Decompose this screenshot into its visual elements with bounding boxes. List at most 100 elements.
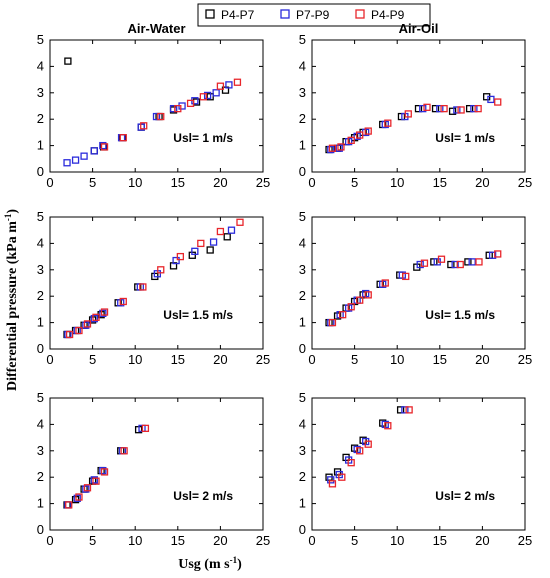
x-tick-label: 25 [256,533,270,548]
usl-annotation: Usl= 1.5 m/s [425,308,495,322]
point-p7-p9 [468,258,476,266]
point-p7-p9 [82,485,90,493]
y-tick-label: 3 [37,85,44,100]
usl-annotation: Usl= 2 m/s [173,489,233,503]
point-p4-p9 [456,260,464,269]
point-p4-p9 [157,266,165,274]
point-p7-p9 [401,406,409,414]
point-p7-p9 [99,466,107,475]
point-p7-p9 [63,159,71,167]
point-p4-p9 [83,484,92,492]
point-p7-p9 [453,106,461,114]
legend-marker-p4-p9 [355,9,365,19]
x-tick-label: 20 [213,175,227,190]
panel-air-oil-usl-1: 0 5 10 15 20 25 0 1 2 3 4 5 Air-Oil Usl= 1 m/s [299,21,532,190]
legend: P4-P7 P7-P9 P4-P9 [197,3,431,27]
panel-air-water-usl-1: 0 5 10 15 20 25 0 1 2 3 4 5 Air-Water Usl= 1 m/s [37,21,270,190]
point-p4-p9 [356,447,364,455]
x-axis-title: Usg (m s-1) [178,555,242,572]
y-tick-label: 2 [37,288,44,303]
point-p4-p9 [440,104,448,113]
point-p4-p9 [139,283,147,291]
legend-marker-p7-p9 [280,9,290,19]
point-p7-p9 [225,81,233,89]
plot-area [49,397,264,531]
plot-area [311,397,526,531]
point-p4-p9 [328,144,337,152]
x-tick-label: 0 [46,352,53,367]
point-p4-p9 [176,252,185,261]
point-p4-p9 [347,136,355,144]
point-p4-p9 [328,480,337,488]
panel-air-oil-usl-2: 0 5 10 15 20 25 0 1 2 3 4 5 Usl= 2 m/s [299,390,532,548]
point-p4-p9 [119,134,127,142]
point-p4-p9 [119,297,127,306]
point-p4-p9 [216,82,225,90]
point-p4-p9 [356,296,364,304]
point-p4-p9 [337,143,345,151]
x-tick-label: 15 [433,533,447,548]
x-tick-label: 5 [351,175,358,190]
y-tick-label: 1 [299,315,306,330]
point-p4-p7 [465,104,474,113]
y-tick-label: 3 [299,85,306,100]
point-p7-p9 [71,156,80,164]
x-tick-label: 15 [171,533,185,548]
x-tick-label: 5 [351,533,358,548]
point-p7-p9 [327,476,335,484]
point-p7-p9 [99,141,107,150]
point-p4-p9 [65,501,73,509]
x-tick-label: 20 [475,533,489,548]
point-p7-p9 [80,152,88,160]
point-p4-p9 [364,127,372,135]
point-p4-p9 [437,255,446,263]
x-tick-label: 25 [518,533,532,548]
x-tick-label: 5 [89,533,96,548]
point-p7-p9 [451,260,459,269]
point-p4-p9 [65,330,74,339]
point-p4-p9 [157,112,165,121]
y-tick-label: 2 [37,111,44,126]
y-tick-label: 3 [299,443,306,458]
point-p4-p9 [236,218,244,226]
point-p4-p7 [464,258,472,266]
x-tick-label: 5 [89,175,96,190]
x-tick-label: 20 [213,533,227,548]
y-tick-label: 0 [299,522,306,537]
point-p7-p9 [209,238,218,246]
point-p7-p9 [90,147,98,155]
point-p7-p9 [488,251,497,259]
x-tick-label: 10 [390,352,404,367]
y-tick-label: 2 [37,469,44,484]
point-p7-p9 [436,104,444,113]
point-p7-p9 [327,145,335,154]
x-tick-label: 10 [128,175,142,190]
point-p4-p9 [423,103,431,111]
y-tick-label: 1 [299,138,306,153]
x-tick-label: 0 [308,533,315,548]
y-tick-label: 2 [299,111,306,126]
legend-label-p4-p9: P4-P9 [371,8,405,22]
point-p4-p7 [448,107,457,115]
point-p7-p9 [90,476,98,484]
usl-annotation: Usl= 1 m/s [173,131,233,145]
point-p4-p9 [75,493,83,501]
point-p7-p9 [203,91,212,100]
point-p4-p9 [364,291,372,299]
y-tick-label: 4 [299,58,306,73]
point-p7-p9 [212,89,220,97]
point-p7-p9 [416,260,424,269]
point-p4-p9 [141,424,150,433]
point-p4-p9 [404,110,412,118]
point-p4-p9 [339,311,347,319]
point-p4-p9 [347,459,355,467]
point-p4-p9 [216,227,225,236]
point-p4-p9 [100,308,109,316]
x-tick-label: 5 [351,352,358,367]
point-p4-p9 [405,406,413,414]
point-p4-p7 [206,246,214,254]
point-p4-p9 [83,320,92,328]
point-p4-p7 [447,260,455,269]
point-p4-p9 [347,303,355,311]
usl-annotation: Usl= 2 m/s [435,489,495,503]
